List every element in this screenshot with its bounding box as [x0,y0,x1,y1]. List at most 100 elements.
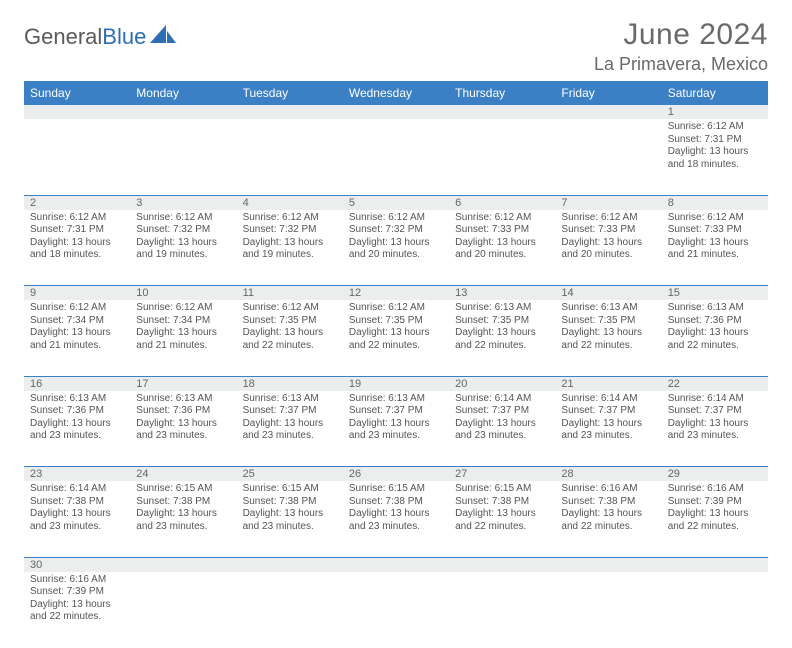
day-number-cell: 19 [343,376,449,391]
calendar-day-cell: Sunrise: 6:12 AMSunset: 7:33 PMDaylight:… [555,210,661,286]
daylight-line: Daylight: 13 hours and 23 minutes. [136,508,230,533]
daylight-line: Daylight: 13 hours and 23 minutes. [668,418,762,443]
day-number-row: 30 [24,557,768,572]
sunset-line: Sunset: 7:34 PM [30,315,124,328]
day-body: Sunrise: 6:12 AMSunset: 7:35 PMDaylight:… [343,300,449,356]
calendar-day-cell: Sunrise: 6:14 AMSunset: 7:37 PMDaylight:… [449,391,555,467]
daylight-line: Daylight: 13 hours and 23 minutes. [136,418,230,443]
brand-part1: General [24,24,102,49]
weekday-header: Friday [555,81,661,105]
day-number-cell [237,105,343,119]
sunrise-line: Sunrise: 6:15 AM [136,483,230,496]
sunset-line: Sunset: 7:37 PM [561,405,655,418]
calendar-week-row: Sunrise: 6:16 AMSunset: 7:39 PMDaylight:… [24,572,768,648]
calendar-day-cell [449,572,555,648]
day-number-cell: 30 [24,557,130,572]
day-number-cell: 3 [130,195,236,210]
day-body [237,119,343,125]
day-body: Sunrise: 6:12 AMSunset: 7:32 PMDaylight:… [130,210,236,266]
day-number-cell [662,557,768,572]
day-body: Sunrise: 6:12 AMSunset: 7:31 PMDaylight:… [24,210,130,266]
sunset-line: Sunset: 7:35 PM [243,315,337,328]
weekday-header: Wednesday [343,81,449,105]
daylight-line: Daylight: 13 hours and 22 minutes. [561,327,655,352]
sunrise-line: Sunrise: 6:15 AM [349,483,443,496]
day-number-cell: 9 [24,286,130,301]
day-body: Sunrise: 6:15 AMSunset: 7:38 PMDaylight:… [130,481,236,537]
day-number-cell [237,557,343,572]
day-body: Sunrise: 6:12 AMSunset: 7:31 PMDaylight:… [662,119,768,175]
day-number-cell: 26 [343,467,449,482]
day-body [130,119,236,125]
calendar-day-cell [343,119,449,195]
day-body: Sunrise: 6:13 AMSunset: 7:37 PMDaylight:… [237,391,343,447]
calendar-day-cell: Sunrise: 6:13 AMSunset: 7:37 PMDaylight:… [237,391,343,467]
calendar-day-cell: Sunrise: 6:14 AMSunset: 7:38 PMDaylight:… [24,481,130,557]
sunset-line: Sunset: 7:35 PM [349,315,443,328]
sunset-line: Sunset: 7:37 PM [349,405,443,418]
day-number-row: 1 [24,105,768,119]
daylight-line: Daylight: 13 hours and 20 minutes. [561,237,655,262]
weekday-header: Tuesday [237,81,343,105]
sunrise-line: Sunrise: 6:13 AM [561,302,655,315]
sunrise-line: Sunrise: 6:14 AM [668,393,762,406]
day-body: Sunrise: 6:12 AMSunset: 7:32 PMDaylight:… [237,210,343,266]
day-body: Sunrise: 6:13 AMSunset: 7:37 PMDaylight:… [343,391,449,447]
sunset-line: Sunset: 7:34 PM [136,315,230,328]
calendar-day-cell: Sunrise: 6:15 AMSunset: 7:38 PMDaylight:… [449,481,555,557]
calendar-week-row: Sunrise: 6:12 AMSunset: 7:34 PMDaylight:… [24,300,768,376]
day-body: Sunrise: 6:14 AMSunset: 7:37 PMDaylight:… [555,391,661,447]
day-number-cell [130,105,236,119]
calendar-day-cell: Sunrise: 6:16 AMSunset: 7:39 PMDaylight:… [24,572,130,648]
day-number-cell: 14 [555,286,661,301]
day-number-cell [449,105,555,119]
calendar-day-cell: Sunrise: 6:12 AMSunset: 7:32 PMDaylight:… [237,210,343,286]
calendar-day-cell: Sunrise: 6:12 AMSunset: 7:31 PMDaylight:… [662,119,768,195]
day-body: Sunrise: 6:15 AMSunset: 7:38 PMDaylight:… [343,481,449,537]
day-number-cell: 7 [555,195,661,210]
calendar-week-row: Sunrise: 6:13 AMSunset: 7:36 PMDaylight:… [24,391,768,467]
sunrise-line: Sunrise: 6:13 AM [243,393,337,406]
day-number-cell: 12 [343,286,449,301]
daylight-line: Daylight: 13 hours and 22 minutes. [455,508,549,533]
sunrise-line: Sunrise: 6:16 AM [668,483,762,496]
sunset-line: Sunset: 7:32 PM [349,224,443,237]
daylight-line: Daylight: 13 hours and 22 minutes. [455,327,549,352]
daylight-line: Daylight: 13 hours and 23 minutes. [349,418,443,443]
day-number-cell: 5 [343,195,449,210]
day-number-cell: 20 [449,376,555,391]
calendar-day-cell: Sunrise: 6:13 AMSunset: 7:36 PMDaylight:… [662,300,768,376]
calendar-day-cell: Sunrise: 6:12 AMSunset: 7:31 PMDaylight:… [24,210,130,286]
daylight-line: Daylight: 13 hours and 18 minutes. [668,146,762,171]
sunrise-line: Sunrise: 6:12 AM [668,121,762,134]
calendar-day-cell: Sunrise: 6:12 AMSunset: 7:32 PMDaylight:… [130,210,236,286]
sunset-line: Sunset: 7:32 PM [243,224,337,237]
daylight-line: Daylight: 13 hours and 23 minutes. [561,418,655,443]
calendar-day-cell [130,572,236,648]
sunset-line: Sunset: 7:31 PM [668,134,762,147]
day-body: Sunrise: 6:12 AMSunset: 7:33 PMDaylight:… [662,210,768,266]
calendar-day-cell: Sunrise: 6:12 AMSunset: 7:34 PMDaylight:… [130,300,236,376]
page-header: GeneralBlue June 2024 La Primavera, Mexi… [24,18,768,75]
day-number-cell: 24 [130,467,236,482]
calendar-thead: SundayMondayTuesdayWednesdayThursdayFrid… [24,81,768,105]
calendar-body: 1Sunrise: 6:12 AMSunset: 7:31 PMDaylight… [24,105,768,648]
day-number-cell [343,105,449,119]
sunrise-line: Sunrise: 6:12 AM [30,302,124,315]
calendar-week-row: Sunrise: 6:14 AMSunset: 7:38 PMDaylight:… [24,481,768,557]
day-body: Sunrise: 6:12 AMSunset: 7:32 PMDaylight:… [343,210,449,266]
sunrise-line: Sunrise: 6:12 AM [243,212,337,225]
day-body: Sunrise: 6:12 AMSunset: 7:33 PMDaylight:… [449,210,555,266]
daylight-line: Daylight: 13 hours and 23 minutes. [349,508,443,533]
calendar-day-cell: Sunrise: 6:16 AMSunset: 7:39 PMDaylight:… [662,481,768,557]
sunset-line: Sunset: 7:31 PM [30,224,124,237]
calendar-day-cell: Sunrise: 6:12 AMSunset: 7:33 PMDaylight:… [662,210,768,286]
day-body: Sunrise: 6:13 AMSunset: 7:36 PMDaylight:… [24,391,130,447]
calendar-day-cell: Sunrise: 6:13 AMSunset: 7:35 PMDaylight:… [449,300,555,376]
sunset-line: Sunset: 7:38 PM [243,496,337,509]
sunset-line: Sunset: 7:37 PM [668,405,762,418]
sunset-line: Sunset: 7:36 PM [668,315,762,328]
sunrise-line: Sunrise: 6:12 AM [349,302,443,315]
day-body: Sunrise: 6:14 AMSunset: 7:37 PMDaylight:… [662,391,768,447]
day-body: Sunrise: 6:16 AMSunset: 7:39 PMDaylight:… [24,572,130,628]
